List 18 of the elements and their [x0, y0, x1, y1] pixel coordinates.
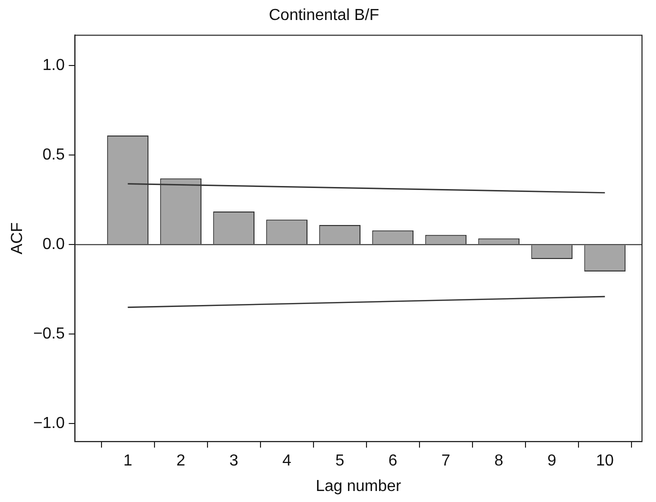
x-tick-label: 7 — [441, 452, 450, 470]
x-tick-label: 8 — [494, 452, 504, 470]
x-tick-label: 2 — [176, 452, 186, 470]
y-tick-label: 0.5 — [42, 146, 65, 164]
x-tick-label: 10 — [596, 452, 614, 470]
y-axis-title: ACF — [9, 222, 26, 254]
x-tick-label: 1 — [123, 452, 132, 470]
x-tick-label: 9 — [547, 452, 556, 470]
y-tick-label: 0.0 — [42, 236, 65, 254]
x-axis-title: Lag number — [316, 478, 402, 495]
x-tick-label: 3 — [229, 452, 238, 470]
y-tick-label: −1.0 — [33, 415, 65, 432]
x-tick-label: 6 — [388, 452, 398, 470]
chart-title: Continental B/F — [268, 7, 380, 24]
y-tick-label: −0.5 — [33, 326, 65, 343]
x-tick-label: 5 — [335, 452, 344, 470]
y-tick-label: 1.0 — [42, 57, 65, 74]
x-tick-label: 4 — [282, 452, 292, 470]
